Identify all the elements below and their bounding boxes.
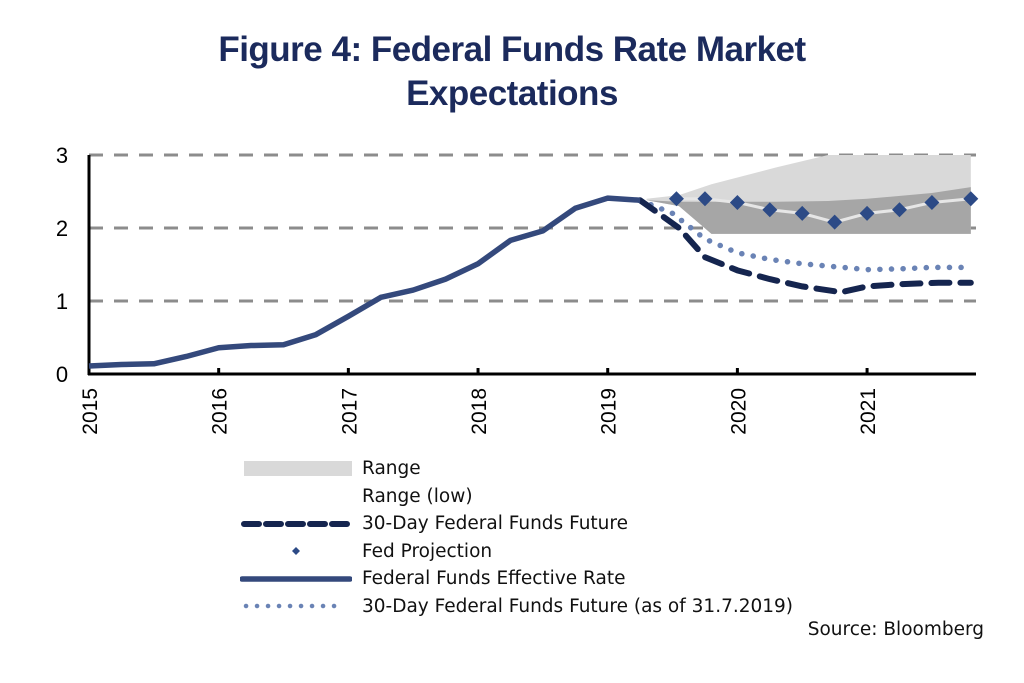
30-day-federal-funds-future-line bbox=[637, 197, 974, 296]
y-tick-label: 0 bbox=[56, 362, 68, 387]
fed-projection-marker bbox=[891, 202, 907, 218]
fed-projection-markers bbox=[668, 191, 979, 230]
legend-item: Federal Funds Effective Rate bbox=[239, 565, 793, 593]
source-note: Source: Bloomberg bbox=[807, 619, 984, 640]
legend-swatch-dotted bbox=[240, 596, 352, 616]
x-tick-label: 2015 bbox=[79, 388, 102, 435]
legend-swatch-range-low bbox=[240, 486, 352, 506]
federal-funds-effective-rate-line bbox=[88, 195, 641, 369]
legend-swatch-dashed bbox=[240, 514, 352, 534]
x-tick-label: 2017 bbox=[338, 388, 361, 435]
x-tick-label: 2021 bbox=[857, 388, 880, 435]
x-tick-label: 2020 bbox=[727, 388, 750, 435]
x-tick-label: 2019 bbox=[598, 388, 621, 435]
fed-projection-marker bbox=[697, 191, 713, 207]
legend: Range Range (low) 30-Day Federal Funds Fut… bbox=[239, 455, 793, 621]
fed-projection-marker bbox=[963, 191, 979, 207]
fed-projection-marker bbox=[924, 194, 940, 210]
x-tick-label: 2016 bbox=[209, 388, 232, 435]
legend-swatch-marker bbox=[240, 541, 352, 561]
fed-projection-marker bbox=[794, 205, 810, 221]
chart-title-line-2: Expectations bbox=[406, 74, 618, 113]
fed-projection-marker bbox=[859, 205, 875, 221]
axes: 0 1 2 3 2015 2016 2017 2018 2019 2020 2021 bbox=[56, 143, 976, 435]
legend-range-swatch bbox=[244, 460, 352, 476]
legend-item: Range bbox=[240, 455, 793, 483]
legend-item: Range (low) bbox=[240, 483, 793, 511]
chart-title: Figure 4: Federal Funds Rate Market Expe… bbox=[0, 28, 1024, 116]
y-tick-label: 2 bbox=[56, 216, 68, 241]
legend-item: 30-Day Federal Funds Future bbox=[240, 510, 793, 538]
chart-title-line-1: Figure 4: Federal Funds Rate Market bbox=[218, 30, 806, 69]
legend-item: Fed Projection bbox=[240, 538, 793, 566]
series bbox=[88, 195, 974, 369]
range-low-band bbox=[646, 187, 971, 234]
legend-label: Range (low) bbox=[362, 485, 473, 507]
y-tick-label: 3 bbox=[56, 143, 68, 168]
legend-swatch-range bbox=[240, 459, 352, 479]
legend-swatch-solid bbox=[239, 569, 353, 589]
legend-label: Federal Funds Effective Rate bbox=[362, 568, 626, 590]
legend-label: 30-Day Federal Funds Future bbox=[362, 513, 628, 535]
fed-projection-connector bbox=[676, 197, 971, 224]
legend-label: Fed Projection bbox=[362, 540, 493, 562]
y-tick-label: 1 bbox=[56, 289, 68, 314]
legend-item: 30-Day Federal Funds Future (as of 31.7.… bbox=[240, 593, 793, 621]
x-tick-label: 2018 bbox=[468, 388, 491, 435]
range-bands bbox=[646, 155, 971, 234]
legend-label: Range bbox=[362, 458, 421, 480]
fed-projection-marker bbox=[827, 214, 843, 230]
fed-projection-marker bbox=[729, 194, 745, 210]
fed-projection-marker bbox=[762, 202, 778, 218]
legend-diamond-marker bbox=[292, 547, 300, 556]
legend-label: 30-Day Federal Funds Future (as of 31.7.… bbox=[362, 595, 794, 617]
fed-projection-marker bbox=[668, 191, 684, 207]
